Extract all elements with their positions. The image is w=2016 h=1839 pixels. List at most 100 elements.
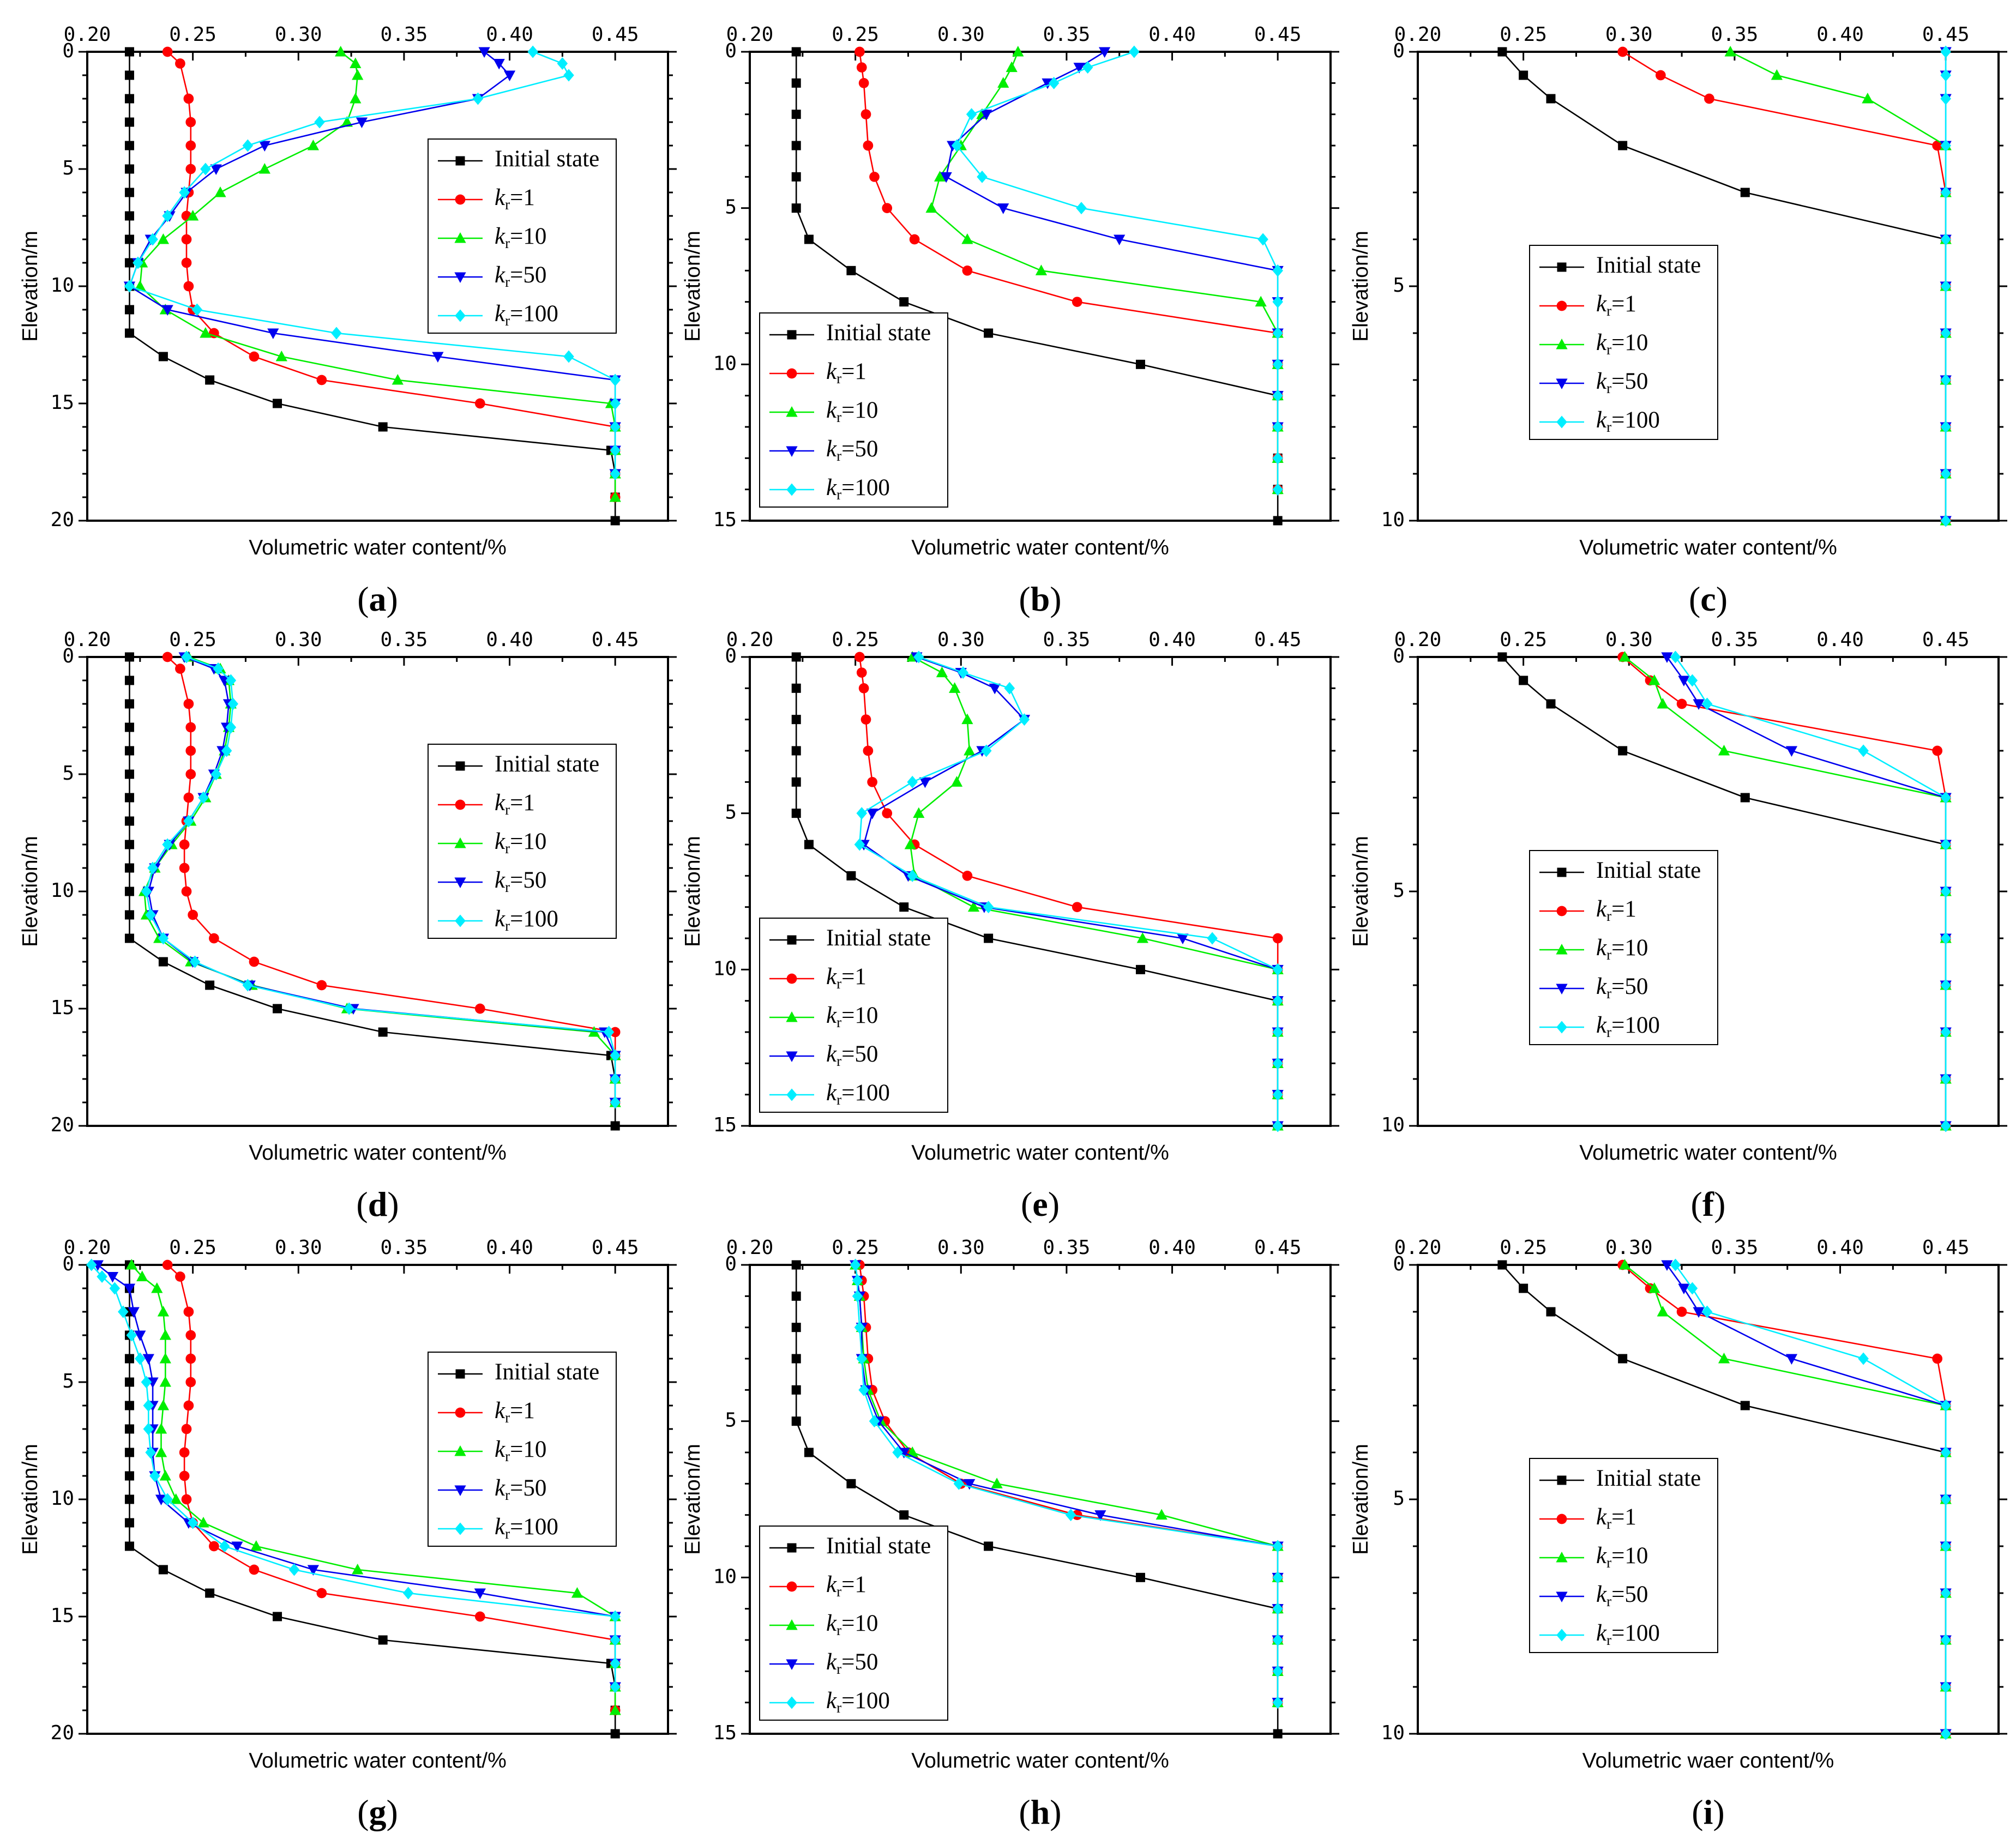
data-point xyxy=(934,171,946,182)
data-point xyxy=(1272,994,1283,1008)
legend-marker xyxy=(455,194,466,205)
data-point xyxy=(210,164,222,176)
x-tick-label: 0.35 xyxy=(1043,1237,1091,1259)
y-axis-title: Elevation/m xyxy=(681,1444,705,1555)
data-point xyxy=(181,1494,192,1505)
legend-label: kr=10 xyxy=(1596,1543,1648,1571)
y-tick-label: 15 xyxy=(51,391,74,414)
data-point xyxy=(791,683,801,693)
data-point xyxy=(1940,1072,1951,1086)
legend-label: kr=50 xyxy=(1596,1582,1648,1609)
chart-panel-h: 0.20 0.25 0.30 0.35 0.40 0.45 0 5 10 15 Volumetric… xyxy=(681,1237,1339,1831)
data-point xyxy=(882,808,893,819)
panel-label: (d) xyxy=(356,1185,399,1223)
x-tick-label: 0.45 xyxy=(1254,629,1302,651)
legend-marker xyxy=(1556,300,1567,311)
data-point xyxy=(1519,676,1528,685)
legend-label: kr=10 xyxy=(495,1437,546,1464)
legend-marker xyxy=(1556,378,1568,390)
data-point xyxy=(158,352,168,361)
data-point xyxy=(1272,1665,1283,1678)
data-point xyxy=(1272,1119,1283,1132)
legend-marker xyxy=(455,1407,466,1418)
y-tick-label: 10 xyxy=(51,879,74,902)
data-point xyxy=(610,1121,620,1131)
series-line xyxy=(1730,51,1947,521)
panel-label: (g) xyxy=(357,1793,398,1831)
data-point xyxy=(181,886,192,897)
data-point xyxy=(991,1478,1003,1488)
data-point xyxy=(185,1330,196,1341)
data-point xyxy=(142,1354,154,1365)
data-point xyxy=(1687,1282,1698,1295)
data-point xyxy=(181,650,192,664)
data-point xyxy=(1048,76,1060,89)
data-point xyxy=(158,1565,168,1575)
data-point xyxy=(181,234,192,245)
data-point xyxy=(1657,1305,1669,1317)
chart-panel-e: 0.20 0.25 0.30 0.35 0.40 0.45 0 5 10 15 Volumetric… xyxy=(681,629,1339,1223)
x-tick-label: 0.35 xyxy=(1043,629,1091,651)
data-point xyxy=(134,1330,146,1342)
data-point xyxy=(352,1563,364,1575)
series-k100 xyxy=(1670,1258,1951,1740)
legend-marker xyxy=(1556,984,1568,995)
data-point xyxy=(858,1383,869,1396)
panel-label: (e) xyxy=(1021,1185,1060,1223)
data-point xyxy=(124,141,134,150)
legend-marker xyxy=(454,1445,466,1456)
data-point xyxy=(1940,932,1951,945)
data-point xyxy=(191,303,203,316)
legend-marker xyxy=(1557,262,1567,272)
data-point xyxy=(949,682,961,693)
data-point xyxy=(1940,280,1951,293)
data-point xyxy=(158,957,168,967)
data-point xyxy=(1940,373,1951,387)
legend-label: kr=100 xyxy=(495,301,558,329)
panel-label: (c) xyxy=(1689,580,1728,618)
data-point xyxy=(925,202,937,213)
legend-label: kr=1 xyxy=(495,790,535,818)
data-point xyxy=(1940,1446,1951,1459)
y-tick-label: 0 xyxy=(62,645,74,667)
data-point xyxy=(432,352,444,363)
series-k10 xyxy=(925,45,1284,495)
x-tick-label: 0.20 xyxy=(726,629,774,651)
data-point xyxy=(1273,1729,1283,1739)
legend-label: kr=1 xyxy=(1596,291,1636,319)
data-point xyxy=(1004,682,1015,695)
data-point xyxy=(273,1612,282,1621)
series-line xyxy=(955,51,1279,490)
data-point xyxy=(863,745,874,756)
y-axis-title: Elevation/m xyxy=(1349,836,1373,947)
data-point xyxy=(1785,746,1798,757)
x-tick-label: 0.40 xyxy=(1148,1237,1196,1259)
data-point xyxy=(936,666,948,678)
series-k100 xyxy=(1940,45,1951,527)
data-point xyxy=(610,397,621,410)
data-point xyxy=(919,777,931,788)
data-point xyxy=(124,258,134,268)
x-tick-label: 0.20 xyxy=(1394,23,1442,46)
data-point xyxy=(892,1446,903,1459)
data-point xyxy=(135,1352,146,1365)
data-point xyxy=(1094,1510,1106,1521)
data-point xyxy=(159,1376,171,1387)
data-point xyxy=(124,793,134,803)
x-tick-label: 0.35 xyxy=(381,629,428,651)
data-point xyxy=(1618,746,1628,756)
legend-label: Initial state xyxy=(826,1533,931,1559)
data-point xyxy=(147,861,158,875)
data-point xyxy=(162,1493,173,1506)
data-point xyxy=(350,57,362,68)
data-point xyxy=(899,902,909,912)
data-point xyxy=(352,69,364,80)
data-point xyxy=(1940,1119,1951,1132)
data-point xyxy=(866,809,878,819)
data-point xyxy=(1272,358,1283,371)
data-point xyxy=(1940,139,1951,152)
data-point xyxy=(1272,933,1283,944)
data-point xyxy=(124,1448,134,1457)
chart-panel-f: 0.20 0.25 0.30 0.35 0.40 0.45 0 5 10 Volumetric w… xyxy=(1349,629,2007,1223)
series-k100 xyxy=(1670,650,1951,1132)
